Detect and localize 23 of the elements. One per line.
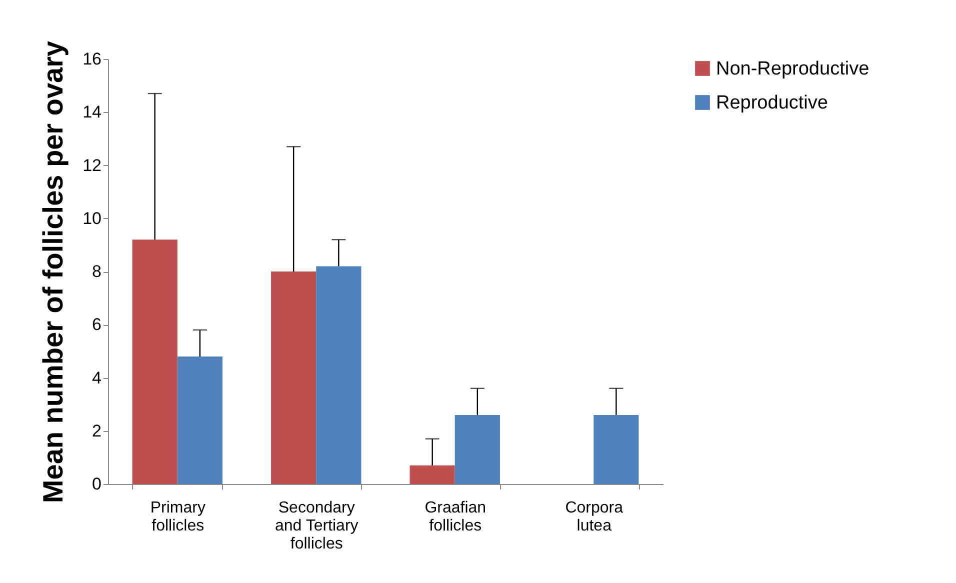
bar — [271, 272, 316, 484]
x-tick-label: Graafian follicles — [424, 500, 486, 534]
y-tick-label: 6 — [92, 315, 102, 334]
x-tick-label: Secondary and Tertiary follicles — [274, 500, 358, 552]
y-tick-label: 4 — [92, 368, 102, 388]
bar — [316, 266, 362, 484]
y-tick-label: 8 — [92, 262, 102, 281]
legend-label: Reproductive — [716, 92, 828, 114]
y-tick-label: 12 — [82, 156, 102, 175]
y-tick-label: 2 — [92, 421, 102, 440]
x-tick-label: Primary follicles — [150, 500, 206, 534]
bar — [410, 465, 455, 484]
bar — [132, 240, 178, 484]
bar — [177, 356, 222, 484]
y-tick-label: 10 — [82, 208, 102, 228]
y-tick-label: 16 — [82, 50, 102, 68]
y-tick-label: 14 — [82, 102, 102, 122]
y-axis-title: Mean number of follicles per ovary — [38, 40, 69, 504]
bar — [594, 414, 639, 484]
legend-label: Non-Reproductive — [716, 58, 870, 80]
y-tick-label: 0 — [92, 474, 102, 494]
bar — [454, 414, 500, 484]
x-tick-label: Corpora lutea — [565, 500, 624, 534]
